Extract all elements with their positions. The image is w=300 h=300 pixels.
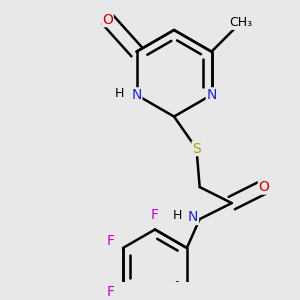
Text: H: H xyxy=(114,87,124,100)
Text: F: F xyxy=(106,234,115,248)
Text: F: F xyxy=(106,285,115,299)
Text: CH₃: CH₃ xyxy=(229,16,252,29)
Text: O: O xyxy=(258,180,269,194)
Text: S: S xyxy=(192,142,201,156)
Text: N: N xyxy=(188,211,199,224)
Text: H: H xyxy=(172,209,182,222)
Text: N: N xyxy=(206,88,217,102)
Text: N: N xyxy=(131,88,142,102)
Text: O: O xyxy=(102,13,113,27)
Text: F: F xyxy=(151,208,159,222)
